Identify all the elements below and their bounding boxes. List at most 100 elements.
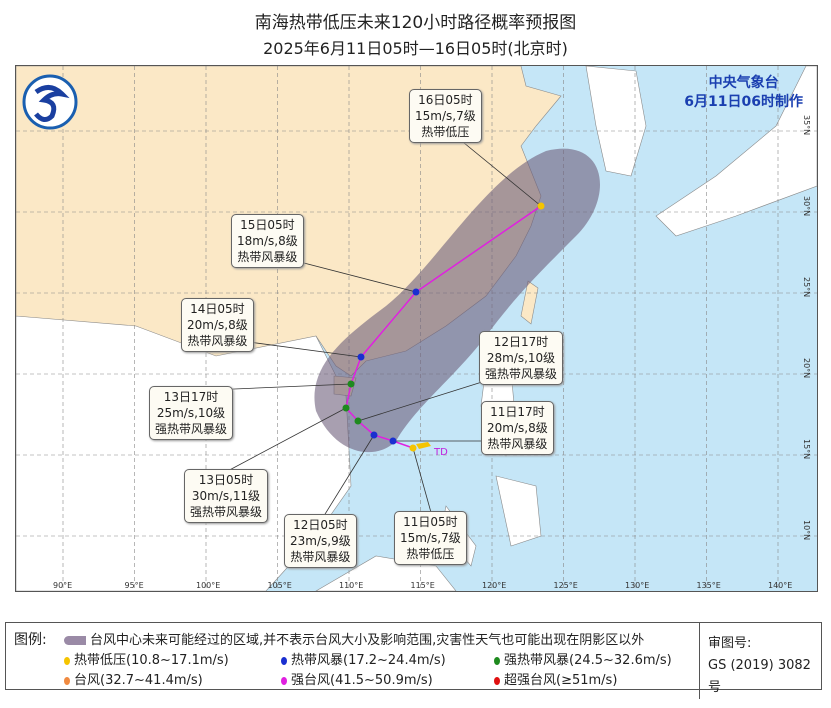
forecast-wind: 25m/s,10级 bbox=[156, 406, 226, 420]
lon-tick-label: 105°E bbox=[267, 581, 292, 590]
track-point-ts bbox=[389, 437, 397, 445]
map-title: 南海热带低压未来120小时路径概率预报图 bbox=[254, 13, 577, 33]
td-icon bbox=[64, 656, 70, 665]
forecast-level: 热带低压 bbox=[406, 547, 455, 561]
japan-land bbox=[655, 66, 817, 237]
lon-tick-label: 140°E bbox=[768, 581, 793, 590]
forecast-label: 11日17时 20m/s,8级 热带风暴级 bbox=[481, 401, 554, 455]
lat-tick-label: 35°N bbox=[802, 115, 811, 136]
forecast-wind: 30m/s,11级 bbox=[191, 489, 261, 503]
lon-tick-label: 125°E bbox=[553, 581, 578, 590]
forecast-wind: 18m/s,8级 bbox=[237, 234, 298, 248]
forecast-time: 11日05时 bbox=[403, 515, 458, 529]
forecast-time: 13日17时 bbox=[163, 390, 219, 404]
lon-tick-label: 115°E bbox=[410, 581, 435, 590]
forecast-wind: 23m/s,9级 bbox=[290, 534, 351, 548]
track-points bbox=[342, 202, 545, 452]
issuer-name: 中央气象台 bbox=[708, 75, 779, 91]
taiwan-island bbox=[520, 280, 539, 325]
lon-tick-label: 130°E bbox=[625, 581, 650, 590]
leader-line bbox=[321, 434, 375, 520]
forecast-label: 12日05时 23m/s,9级 热带风暴级 bbox=[284, 514, 357, 568]
forecast-level: 热带风暴级 bbox=[487, 437, 548, 451]
forecast-time: 13日05时 bbox=[198, 473, 254, 487]
forecast-time: 16日05时 bbox=[418, 93, 473, 107]
forecast-label: 13日17时 25m/s,10级 强热带风暴级 bbox=[149, 386, 234, 440]
track-point-ts bbox=[370, 431, 378, 439]
storm-tag: TD bbox=[433, 447, 448, 458]
lat-tick-label: 10°N bbox=[802, 520, 811, 541]
sts-icon bbox=[494, 656, 500, 665]
track-point-sts bbox=[347, 380, 355, 388]
lat-tick-label: 30°N bbox=[802, 196, 811, 217]
forecast-wind: 15m/s,7级 bbox=[415, 109, 476, 123]
legend-text: 超强台风(≥51m/s) bbox=[504, 673, 618, 688]
track-point-td bbox=[409, 444, 417, 452]
legend-cone: 台风中心未来可能经过的区域,并不表示台风大小及影响范围,灾害性天气也可能出现在阴… bbox=[64, 629, 644, 648]
track-point-td bbox=[537, 202, 545, 210]
legend-text: 热带风暴(17.2~24.4m/s) bbox=[291, 653, 446, 668]
forecast-label: 13日05时 30m/s,11级 强热带风暴级 bbox=[184, 469, 269, 523]
forecast-level: 热带低压 bbox=[421, 125, 470, 139]
forecast-time: 11日17时 bbox=[490, 405, 545, 419]
lon-tick-label: 135°E bbox=[696, 581, 721, 590]
lon-tick-label: 90°E bbox=[53, 581, 73, 590]
legend-item-super: 超强台风(≥51m/s) bbox=[494, 669, 617, 688]
forecast-wind: 15m/s,7级 bbox=[400, 531, 461, 545]
legend-text: 热带低压(10.8~17.1m/s) bbox=[74, 653, 229, 668]
legend-heading: 图例: bbox=[14, 632, 47, 648]
issuer-block: 中央气象台 6月11日06时制作 bbox=[684, 74, 803, 112]
approval-number: GS (2019) 3082号 bbox=[708, 658, 811, 695]
forecast-label: 12日17时 28m/s,10级 强热带风暴级 bbox=[479, 331, 564, 385]
leader-line bbox=[412, 447, 433, 517]
track-point-sts bbox=[354, 417, 362, 425]
forecast-label: 16日05时 15m/s,7级 热带低压 bbox=[409, 89, 482, 143]
indochina-land bbox=[16, 315, 352, 591]
probability-cone bbox=[314, 148, 600, 453]
approval-label: 审图号: bbox=[708, 636, 752, 651]
forecast-label: 11日05时 15m/s,7级 热带低压 bbox=[394, 511, 467, 565]
ty-icon bbox=[64, 676, 70, 685]
legend-item-sts: 强热带风暴(24.5~32.6m/s) bbox=[494, 649, 672, 668]
forecast-label: 15日05时 18m/s,8级 热带风暴级 bbox=[231, 214, 304, 268]
legend-text: 强热带风暴(24.5~32.6m/s) bbox=[504, 653, 672, 668]
forecast-wind: 20m/s,8级 bbox=[187, 318, 248, 332]
sty-icon bbox=[281, 676, 287, 685]
lon-tick-label: 110°E bbox=[339, 581, 364, 590]
super-ty-icon bbox=[494, 676, 500, 685]
lat-tick-label: 20°N bbox=[802, 358, 811, 379]
lat-tick-label: 25°N bbox=[802, 277, 811, 298]
lat-tick-label: 15°N bbox=[802, 439, 811, 460]
track-point-sts bbox=[342, 404, 350, 412]
current-position-marker bbox=[416, 442, 431, 449]
lon-tick-label: 120°E bbox=[482, 581, 507, 590]
leader-line bbox=[221, 407, 347, 475]
map-area: TD 90°E 95°E 100°E 105°E 110°E 115°E 120°E 125°… bbox=[15, 65, 818, 592]
forecast-time: 14日05时 bbox=[190, 302, 245, 316]
forecast-level: 强热带风暴级 bbox=[485, 367, 558, 381]
lon-tick-label: 95°E bbox=[124, 581, 144, 590]
legend-item-ty: 台风(32.7~41.4m/s) bbox=[64, 669, 203, 688]
forecast-level: 强热带风暴级 bbox=[190, 505, 263, 519]
cma-logo bbox=[22, 74, 78, 130]
legend-cone-text: 台风中心未来可能经过的区域,并不表示台风大小及影响范围,灾害性天气也可能出现在阴… bbox=[90, 633, 645, 648]
track-point-ts bbox=[357, 353, 365, 361]
forecast-level: 热带风暴级 bbox=[290, 550, 351, 564]
forecast-wind: 20m/s,8级 bbox=[487, 421, 548, 435]
ts-icon bbox=[281, 656, 287, 665]
cone-swatch-icon bbox=[64, 636, 86, 645]
forecast-level: 强热带风暴级 bbox=[155, 422, 228, 436]
forecast-time: 15日05时 bbox=[240, 218, 295, 232]
forecast-level: 热带风暴级 bbox=[237, 250, 298, 264]
lon-tick-label: 100°E bbox=[196, 581, 221, 590]
legend-item-ts: 热带风暴(17.2~24.4m/s) bbox=[281, 649, 446, 668]
forecast-time: 12日17时 bbox=[493, 335, 549, 349]
map-subtitle: 2025年6月11日05时—16日05时(北京时) bbox=[263, 39, 568, 58]
korea-land bbox=[585, 66, 647, 177]
forecast-level: 热带风暴级 bbox=[187, 334, 248, 348]
approval-block: 审图号: GS (2019) 3082号 bbox=[699, 623, 821, 699]
issue-time: 6月11日06时制作 bbox=[684, 94, 803, 110]
legend: 图例: 台风中心未来可能经过的区域,并不表示台风大小及影响范围,灾害性天气也可能… bbox=[5, 622, 822, 699]
legend-item-td: 热带低压(10.8~17.1m/s) bbox=[64, 649, 229, 668]
